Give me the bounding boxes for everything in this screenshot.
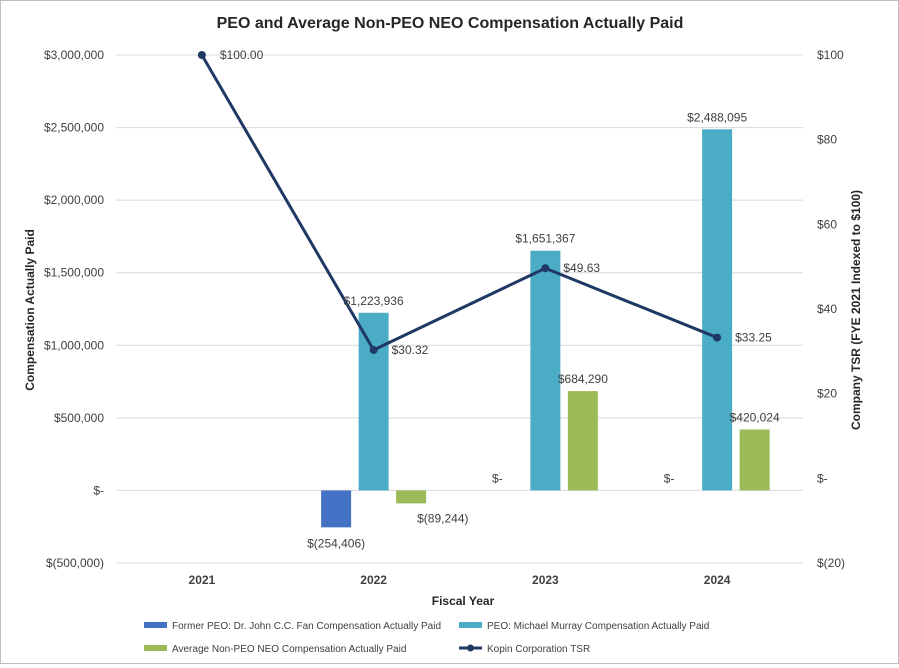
y-tick-label: $3,000,000 xyxy=(44,48,104,62)
legend-marker xyxy=(467,644,474,652)
bar-data-label: $(89,244) xyxy=(417,511,468,525)
y-tick-label: $500,000 xyxy=(54,411,104,425)
gridlines xyxy=(116,54,803,564)
legend-label: Former PEO: Dr. John C.C. Fan Compensati… xyxy=(172,621,441,632)
y2-tick-label: $40 xyxy=(817,302,837,316)
tsr-data-label: $33.25 xyxy=(735,331,772,345)
chart-title: PEO and Average Non-PEO NEO Compensation… xyxy=(217,15,684,32)
y-tick-label: $(500,000) xyxy=(46,556,104,570)
bar-data-label: $2,488,095 xyxy=(687,110,747,124)
bar-data-label: $(254,406) xyxy=(307,536,365,550)
bar xyxy=(358,312,389,491)
x-tick-label: 2023 xyxy=(532,573,559,587)
legend-swatch xyxy=(144,645,167,651)
bar-data-label: $1,223,936 xyxy=(344,294,404,308)
y2-tick-label: $60 xyxy=(817,217,837,231)
y2-tick-label: $(20) xyxy=(817,556,845,570)
right-axis-ticks: $(20) $- $20 $40 $60 $80 $100 xyxy=(817,48,845,570)
y2-tick-label: $100 xyxy=(817,48,844,62)
y2-axis-title: Company TSR (FYE 2021 Indexed to $100) xyxy=(849,190,863,430)
y-tick-label: $1,000,000 xyxy=(44,338,104,352)
data-labels: $(254,406) $1,223,936 $1,651,367 $2,488,095… xyxy=(220,48,780,550)
tsr-point xyxy=(197,51,206,59)
y-tick-label: $2,500,000 xyxy=(44,121,104,135)
tsr-data-label: $30.32 xyxy=(392,343,429,357)
tsr-data-label: $100.00 xyxy=(220,48,264,62)
x-tick-label: 2022 xyxy=(360,573,387,587)
y-tick-label: $1,500,000 xyxy=(44,266,104,280)
bar xyxy=(321,490,352,528)
bar xyxy=(530,250,561,491)
tsr-line xyxy=(197,51,722,354)
tsr-point xyxy=(541,264,550,273)
y-tick-label: $- xyxy=(93,483,104,497)
y-tick-label: $2,000,000 xyxy=(44,193,104,207)
x-tick-label: 2021 xyxy=(189,573,216,587)
bar xyxy=(702,129,733,491)
category-labels: 2021 2022 2023 2024 xyxy=(189,573,731,587)
zero-value-label: $- xyxy=(664,471,675,485)
tsr-point xyxy=(713,333,722,342)
x-tick-label: 2024 xyxy=(704,573,731,587)
zero-value-label: $- xyxy=(492,471,503,485)
y2-tick-label: $20 xyxy=(817,387,837,401)
tsr-data-label: $49.63 xyxy=(563,261,600,275)
tsr-series-line xyxy=(200,54,718,352)
y2-tick-label: $80 xyxy=(817,133,837,147)
legend: Former PEO: Dr. John C.C. Fan Compensati… xyxy=(144,621,709,655)
y-axis-title: Compensation Actually Paid xyxy=(23,229,37,391)
legend-label: PEO: Michael Murray Compensation Actuall… xyxy=(487,621,709,632)
tsr-point xyxy=(369,345,378,354)
legend-swatch xyxy=(459,622,482,628)
legend-swatch xyxy=(144,622,167,628)
bars xyxy=(321,129,770,528)
bar xyxy=(739,429,770,491)
legend-label: Kopin Corporation TSR xyxy=(487,644,590,655)
left-axis-ticks: $(500,000) $- $500,000 $1,000,000 $1,500,000… xyxy=(44,48,104,570)
legend-label: Average Non-PEO NEO Compensation Actuall… xyxy=(172,644,406,655)
bar-data-label: $1,651,367 xyxy=(515,232,575,246)
y2-tick-label: $- xyxy=(817,471,828,485)
x-axis-title: Fiscal Year xyxy=(432,594,495,608)
bar xyxy=(567,391,598,491)
bar xyxy=(396,490,427,504)
bar-data-label: $420,024 xyxy=(730,410,780,424)
bar-data-label: $684,290 xyxy=(558,372,608,386)
